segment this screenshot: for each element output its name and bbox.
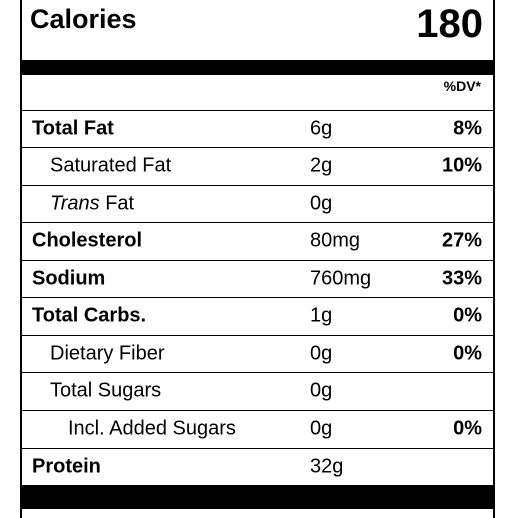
nutrient-name: Protein [32,455,101,478]
nutrient-name: Saturated Fat [50,154,172,177]
nutrient-row: Trans Fat 0g [20,185,493,222]
amount: 80mg [310,229,361,252]
calories-value: 180 [416,2,483,46]
thick-rule [20,485,493,509]
daily-value: 10% [441,154,482,177]
amount: 6g [310,117,333,140]
amount: 760mg [310,267,372,290]
daily-value: 0% [453,417,482,440]
nutrient-name: Incl. Added Sugars [68,417,236,440]
amount: 1g [310,304,333,327]
nutrient-name-rest: Fat [105,192,135,215]
nutrient-row: Protein 32g [20,448,493,485]
nutrient-name: Total Fat [32,117,114,140]
nutrient-row: Total Sugars 0g [20,372,493,409]
daily-value: 0% [453,342,482,365]
frame [20,0,495,518]
nutrient-name: Cholesterol [32,229,143,252]
amount: 32g [310,455,344,478]
nutrient-name: Total Sugars [50,379,162,402]
calories-label: Calories [30,4,137,34]
amount: 0g [310,379,333,402]
dv-header: %DV* [443,78,481,94]
nutrient-name-italic: Trans [50,192,100,215]
amount: 2g [310,154,333,177]
daily-value: 8% [453,117,482,140]
thick-rule [20,60,493,75]
nutrient-name: Dietary Fiber [50,342,165,365]
nutrient-row: Cholesterol 80mg 27% [20,222,493,259]
nutrient-row: Incl. Added Sugars 0g 0% [20,410,493,447]
nutrient-name: Trans Fat [50,193,134,216]
nutrient-name: Total Carbs. [32,304,147,327]
daily-value: 33% [441,267,482,290]
daily-value: 0% [453,304,482,327]
nutrient-row: Total Carbs. 1g 0% [20,297,493,334]
amount: 0g [310,342,333,365]
amount: 0g [310,192,333,215]
nutrient-row: Total Fat 6g 8% [20,110,493,147]
nutrient-row: Saturated Fat 2g 10% [20,147,493,184]
amount: 0g [310,417,333,440]
daily-value: 27% [441,229,482,252]
nutrient-row: Sodium 760mg 33% [20,260,493,297]
nutrient-row: Dietary Fiber 0g 0% [20,335,493,372]
nutrient-name: Sodium [32,267,106,290]
